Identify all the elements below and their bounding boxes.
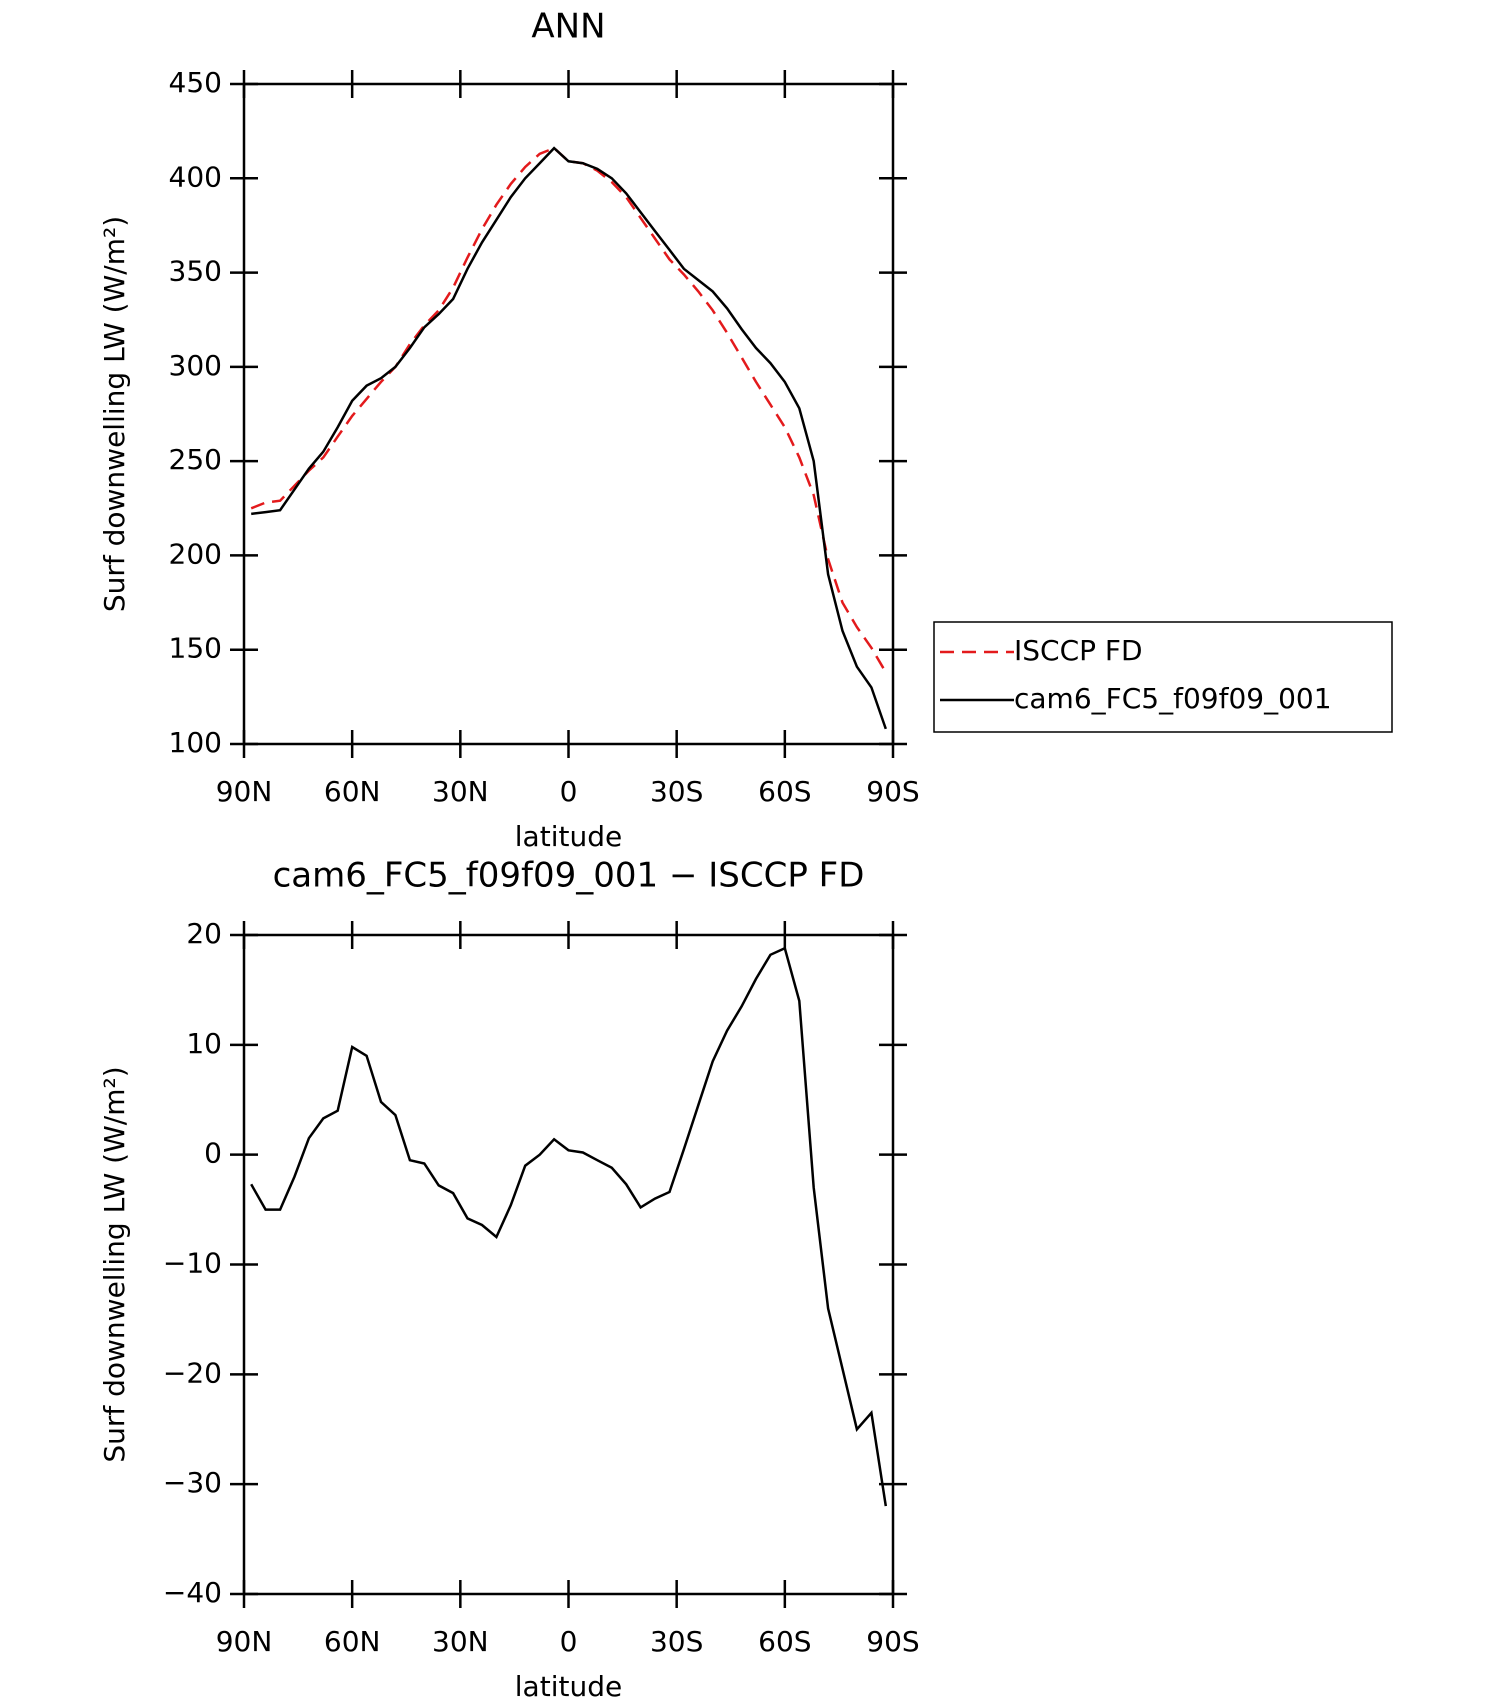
- x-tick-label: 30N: [432, 1625, 489, 1658]
- legend-label: ISCCP FD: [1014, 634, 1143, 667]
- data-line: [250, 946, 888, 1507]
- x-tick-label: 30S: [650, 775, 703, 808]
- chart-title: cam6_FC5_f09f09_001 − ISCCP FD: [273, 856, 865, 896]
- x-axis-label: latitude: [515, 1670, 622, 1702]
- data-line: [251, 146, 887, 730]
- x-tick-label: 60S: [758, 775, 811, 808]
- y-tick-label: −30: [163, 1466, 222, 1499]
- x-tick-label: 60S: [758, 1625, 811, 1658]
- y-tick-label: 10: [186, 1027, 222, 1060]
- plot-frame: [242, 933, 895, 1596]
- y-tick-label: 350: [169, 255, 222, 288]
- x-tick-label: 30N: [432, 775, 489, 808]
- x-tick-label: 90N: [216, 1625, 273, 1658]
- y-tick-label: 300: [169, 349, 222, 382]
- legend-label: cam6_FC5_f09f09_001: [1014, 682, 1332, 715]
- x-tick-label: 60N: [324, 1625, 381, 1658]
- x-tick-label: 90S: [866, 775, 919, 808]
- y-axis-label: Surf downwelling LW (W/m²): [98, 216, 131, 612]
- y-tick-label: 200: [169, 537, 222, 570]
- y-tick-label: 150: [169, 632, 222, 665]
- data-line: [250, 146, 887, 673]
- x-tick-label: 90S: [866, 1625, 919, 1658]
- plot-frame: [242, 82, 895, 746]
- x-tick-label: 60N: [324, 775, 381, 808]
- y-tick-label: 0: [204, 1137, 222, 1170]
- y-tick-label: −40: [163, 1576, 222, 1609]
- y-tick-label: 20: [186, 917, 222, 950]
- chart-title: ANN: [531, 7, 605, 47]
- y-tick-label: 250: [169, 443, 222, 476]
- y-tick-label: 450: [169, 66, 222, 99]
- x-tick-label: 0: [560, 775, 578, 808]
- y-tick-label: 400: [169, 160, 222, 193]
- x-tick-label: 0: [560, 1625, 578, 1658]
- legend-box: [933, 621, 1393, 733]
- x-tick-label: 90N: [216, 775, 273, 808]
- y-tick-label: −20: [163, 1356, 222, 1389]
- y-axis-label: Surf downwelling LW (W/m²): [98, 1066, 131, 1462]
- y-tick-label: 100: [169, 726, 222, 759]
- y-tick-label: −10: [163, 1247, 222, 1280]
- x-tick-label: 30S: [650, 1625, 703, 1658]
- x-axis-label: latitude: [515, 820, 622, 853]
